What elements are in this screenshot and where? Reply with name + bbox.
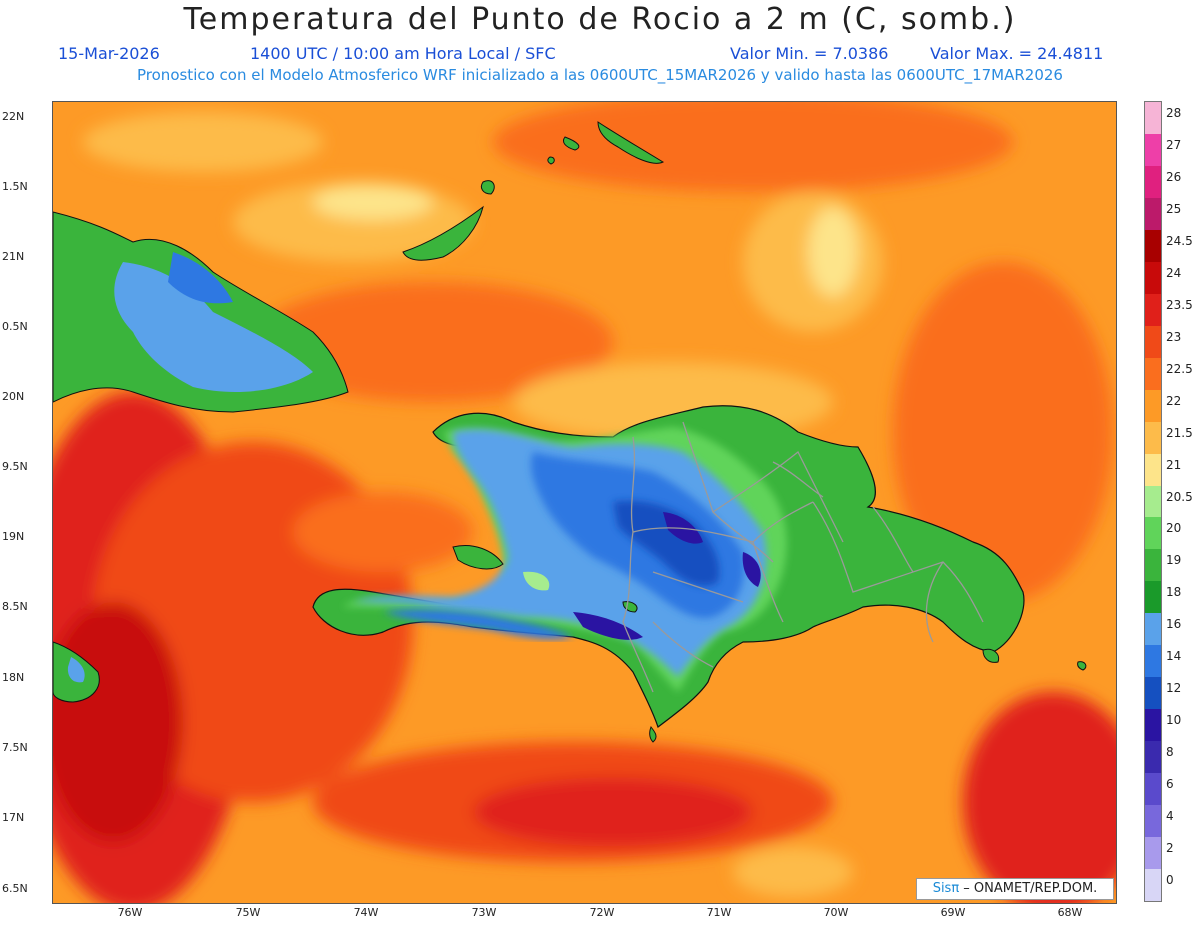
legend-label: 20.5 (1166, 489, 1193, 504)
lon-label: 69W (940, 906, 966, 919)
lon-label: 76W (117, 906, 143, 919)
lon-label: 74W (353, 906, 379, 919)
legend-swatch (1145, 645, 1161, 678)
legend-swatch (1145, 773, 1161, 806)
dewpoint-map[interactable] (52, 101, 1117, 904)
legend-swatch (1145, 165, 1161, 198)
legend-label: 16 (1166, 617, 1182, 632)
credit-brand: Sisπ (932, 881, 960, 896)
lat-label: 1.5N (2, 180, 28, 193)
legend-label: 26 (1166, 169, 1182, 184)
legend-label: 19 (1166, 553, 1182, 568)
legend-label: 20 (1166, 521, 1182, 536)
legend-label: 23.5 (1166, 297, 1193, 312)
legend-swatch (1145, 389, 1161, 422)
legend-swatch (1145, 613, 1161, 646)
color-scale-legend (1144, 101, 1162, 902)
lat-label: 21N (2, 250, 25, 263)
legend-swatch (1145, 453, 1161, 486)
province-borders (622, 421, 984, 693)
max-value: Valor Max. = 24.4811 (930, 44, 1104, 63)
lat-label: 8.5N (2, 600, 28, 613)
legend-label: 0 (1166, 873, 1174, 888)
lat-label: 0.5N (2, 320, 28, 333)
legend-label: 14 (1166, 649, 1182, 664)
lat-label: 20N (2, 390, 25, 403)
min-value: Valor Min. = 7.0386 (730, 44, 889, 63)
legend-label: 27 (1166, 137, 1182, 152)
legend-label: 23 (1166, 329, 1182, 344)
lat-label: 22N (2, 110, 25, 123)
legend-label: 25 (1166, 201, 1182, 216)
legend-label: 21 (1166, 457, 1182, 472)
legend-swatch (1145, 133, 1161, 166)
map-title: Temperatura del Punto de Rocio a 2 m (C,… (183, 2, 1017, 37)
legend-label: 24.5 (1166, 233, 1193, 248)
legend-swatch (1145, 102, 1161, 134)
legend-swatch (1145, 805, 1161, 838)
legend-swatch (1145, 197, 1161, 230)
lat-label: 19N (2, 530, 25, 543)
bahamas-islands (402, 121, 665, 261)
lon-label: 73W (471, 906, 497, 919)
legend-swatch (1145, 837, 1161, 870)
lat-label: 9.5N (2, 460, 28, 473)
legend-swatch (1145, 357, 1161, 390)
legend-swatch (1145, 229, 1161, 262)
lon-label: 70W (823, 906, 849, 919)
legend-label: 24 (1166, 265, 1182, 280)
lat-label: 17N (2, 811, 25, 824)
lat-label: 7.5N (2, 741, 28, 754)
forecast-time: 1400 UTC / 10:00 am Hora Local / SFC (250, 44, 556, 63)
lon-label: 71W (706, 906, 732, 919)
credit-box: Sisπ – ONAMET/REP.DOM. (916, 878, 1114, 900)
map-canvas (53, 102, 1116, 903)
legend-label: 21.5 (1166, 425, 1193, 440)
legend-swatch (1145, 485, 1161, 518)
legend-label: 2 (1166, 841, 1174, 856)
legend-label: 6 (1166, 777, 1174, 792)
ocean-field-patches (53, 102, 1116, 903)
legend-swatch (1145, 709, 1161, 742)
legend-swatch (1145, 549, 1161, 582)
cuba-landmass (53, 211, 349, 413)
legend-swatch (1145, 869, 1161, 902)
model-description: Pronostico con el Modelo Atmosferico WRF… (137, 66, 1063, 84)
legend-swatch (1145, 325, 1161, 358)
lon-label: 75W (235, 906, 261, 919)
credit-text: – ONAMET/REP.DOM. (959, 881, 1098, 896)
jamaica-landmass (53, 641, 100, 703)
forecast-date: 15-Mar-2026 (58, 44, 160, 63)
hispaniola-landmass (312, 405, 1087, 743)
legend-label: 22 (1166, 393, 1182, 408)
legend-swatch (1145, 741, 1161, 774)
legend-label: 22.5 (1166, 361, 1193, 376)
lat-label: 6.5N (2, 882, 28, 895)
lat-label: 18N (2, 671, 25, 684)
legend-label: 12 (1166, 681, 1182, 696)
legend-swatch (1145, 517, 1161, 550)
legend-label: 4 (1166, 809, 1174, 824)
legend-swatch (1145, 581, 1161, 614)
legend-swatch (1145, 261, 1161, 294)
legend-label: 8 (1166, 745, 1174, 760)
legend-label: 10 (1166, 713, 1182, 728)
legend-label: 18 (1166, 585, 1182, 600)
legend-swatch (1145, 677, 1161, 710)
lon-label: 72W (589, 906, 615, 919)
lon-label: 68W (1057, 906, 1083, 919)
legend-label: 28 (1166, 106, 1182, 120)
legend-swatch (1145, 293, 1161, 326)
legend-swatch (1145, 421, 1161, 454)
